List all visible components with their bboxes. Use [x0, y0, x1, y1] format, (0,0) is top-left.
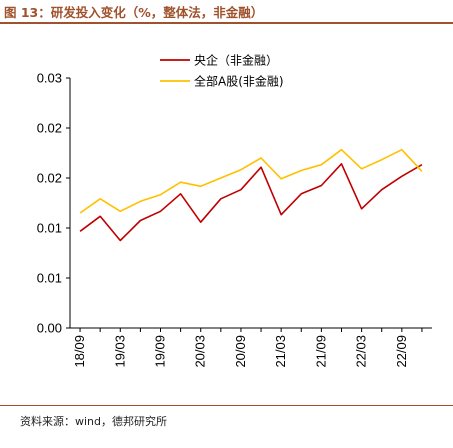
x-tick-label: 22/03 — [354, 335, 369, 368]
chart-series — [79, 148, 423, 242]
x-tick-label: 19/03 — [112, 335, 127, 368]
x-tick-label: 22/09 — [394, 335, 409, 368]
x-tick-label: 20/03 — [193, 335, 208, 368]
y-tick-label: 0.01 — [37, 271, 62, 286]
chart-legend: 央企（非金融） 全部A股(非金融) — [160, 53, 284, 89]
x-tick-label: 19/09 — [153, 335, 168, 368]
series-line-2 — [79, 148, 423, 214]
y-tick-label: 0.00 — [37, 321, 62, 336]
x-tick-label: 21/03 — [273, 335, 288, 368]
y-tick-label: 0.02 — [37, 121, 62, 136]
y-tick-label: 0.03 — [37, 71, 62, 86]
x-tick-label: 21/09 — [313, 335, 328, 368]
title-rule — [0, 22, 453, 24]
x-tick-label: 20/09 — [233, 335, 248, 368]
y-axis-labels: 0.00 0.01 0.01 0.02 0.02 0.03 — [37, 71, 62, 336]
line-chart: 0.00 0.01 0.01 0.02 0.02 0.03 18/09 19/03 19/09… — [37, 53, 432, 368]
y-tick-label: 0.02 — [37, 171, 62, 186]
chart-axes — [66, 77, 432, 332]
series-line-1 — [79, 163, 423, 242]
x-axis-labels: 18/09 19/03 19/09 20/03 20/09 21/03 21/09 22/03… — [72, 335, 409, 368]
x-tick-label: 18/09 — [72, 335, 87, 368]
source-note: 资料来源：wind，德邦研究所 — [20, 415, 168, 428]
y-tick-label: 0.01 — [37, 221, 62, 236]
legend-label-1: 央企（非金融） — [194, 53, 278, 68]
chart-title: 图 13：研发投入变化（%，整体法，非金融） — [4, 5, 264, 20]
footer-rule — [0, 405, 453, 406]
legend-label-2: 全部A股(非金融) — [194, 74, 284, 89]
